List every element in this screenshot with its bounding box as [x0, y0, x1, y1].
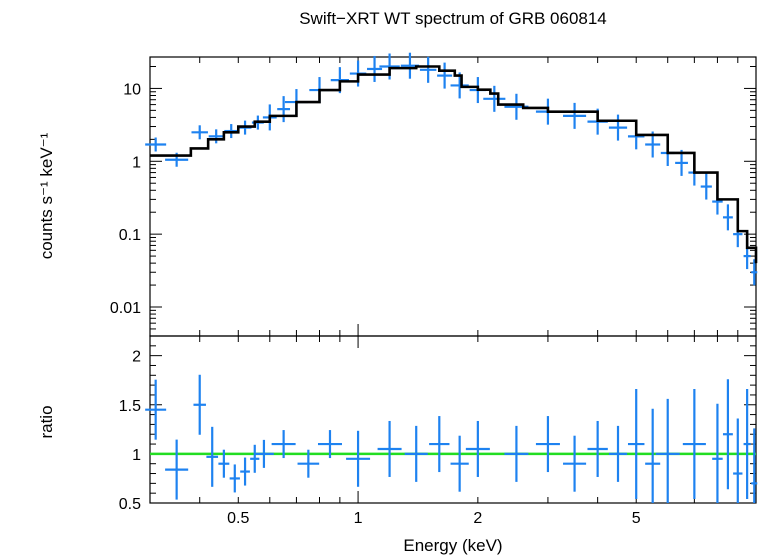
data-point	[277, 96, 291, 123]
ratio-point	[250, 444, 260, 473]
ratio-point	[465, 420, 490, 477]
data-point	[563, 102, 587, 129]
ratio-point	[404, 425, 428, 482]
y-tick-label: 1.5	[119, 398, 141, 415]
ratio-panel: 0.5 1 2 5 0.5 1 1.5 2	[119, 335, 758, 527]
ratio-point	[504, 425, 529, 482]
ratio-point	[271, 430, 296, 459]
plot-frame-top	[149, 56, 757, 337]
ratio-point	[682, 389, 706, 500]
y-axis-label-top: counts s⁻¹ keV⁻¹	[37, 132, 56, 259]
ratio-point	[563, 435, 587, 492]
ratio-point	[535, 416, 560, 473]
ratio-point	[743, 389, 751, 500]
plot-frame-bottom	[149, 335, 757, 504]
data-point	[751, 259, 758, 286]
spectrum-panel: 0.01 0.1 1 10	[110, 52, 758, 337]
data-point	[367, 55, 383, 82]
x-axis-label: Energy (keV)	[403, 536, 502, 555]
ratio-point	[722, 379, 733, 490]
ratio-point	[165, 439, 189, 500]
y-tick-label: 0.5	[119, 496, 141, 513]
ratio-point	[145, 379, 167, 440]
data-point	[437, 62, 453, 89]
data-point	[419, 56, 437, 83]
ratio-point	[627, 389, 645, 500]
y-tick-label: 1	[132, 447, 141, 464]
x-tick-label: 5	[632, 510, 641, 527]
model-line	[150, 65, 758, 264]
ratio-point	[218, 449, 230, 478]
ratio-point	[377, 420, 402, 477]
data-point	[208, 129, 224, 144]
ratio-point	[240, 457, 250, 486]
ratio-point	[429, 416, 450, 473]
ratio-point	[193, 374, 206, 435]
ratio-point	[587, 420, 608, 477]
ratio-point	[254, 439, 274, 468]
ratio-point	[733, 418, 743, 503]
ratio-point	[206, 426, 219, 487]
data-point	[700, 173, 712, 200]
y-tick-label: 10	[123, 81, 141, 98]
x-tick-label: 0.5	[227, 510, 249, 527]
ratio-point	[751, 428, 758, 503]
x-tick-label: 2	[473, 510, 482, 527]
data-point	[145, 137, 167, 152]
y-tick-label: 0.01	[110, 300, 141, 317]
ratio-point	[297, 449, 320, 478]
ratio-point	[346, 430, 371, 487]
chart-title: Swift−XRT WT spectrum of GRB 060814	[299, 9, 607, 28]
data-point	[483, 85, 506, 112]
y-axis-label-bottom: ratio	[37, 405, 56, 438]
ratio-point	[317, 430, 342, 459]
data-point	[608, 114, 628, 141]
ratio-point	[645, 408, 661, 503]
y-tick-label: 2	[132, 349, 141, 366]
data-point	[191, 125, 208, 140]
ratio-point	[608, 425, 628, 482]
ratio-point	[712, 403, 723, 503]
x-tick-label: 1	[354, 510, 363, 527]
y-tick-label: 1	[132, 154, 141, 171]
data-point	[722, 204, 733, 231]
y-tick-label: 0.1	[119, 227, 141, 244]
ratio-point	[450, 435, 469, 492]
ratio-point	[655, 398, 680, 503]
ratio-point	[229, 464, 240, 493]
